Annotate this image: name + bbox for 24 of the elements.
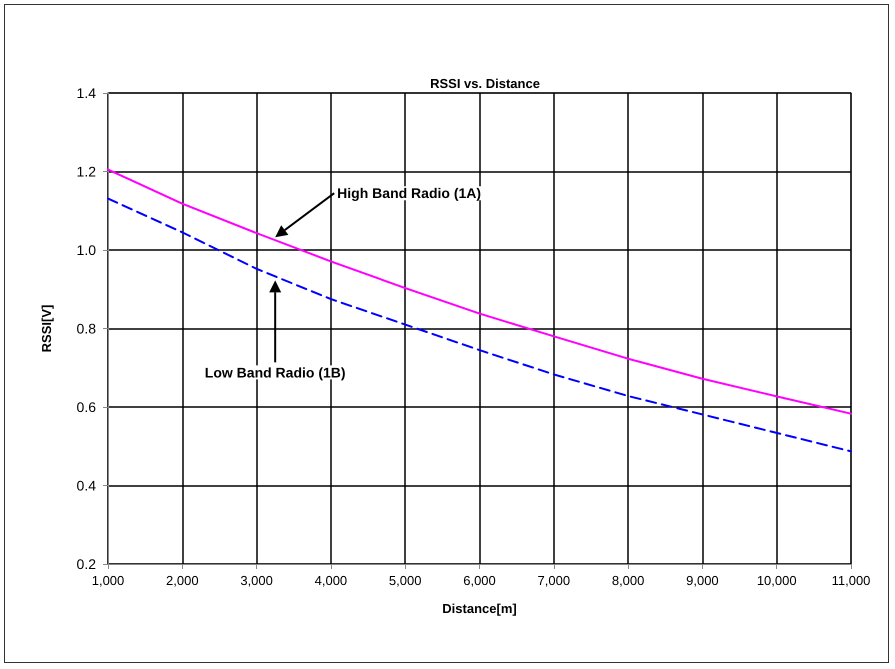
y-tick-label: 0.6: [76, 399, 96, 415]
y-tick-label: 0.8: [76, 320, 96, 336]
y-axis-title: RSSI[V]: [39, 304, 54, 352]
line-series: [107, 168, 852, 415]
y-tick-label: 1.0: [76, 242, 96, 258]
annotation: Low Band Radio (1B): [204, 364, 346, 380]
x-tick-label: 5,000: [388, 573, 422, 588]
x-tick-label: 8,000: [612, 573, 644, 588]
y-tick-label: 0.4: [76, 478, 96, 494]
x-tick-label: 10,000: [756, 573, 797, 588]
annotation: High Band Radio (1A): [337, 185, 482, 202]
x-tick-label: 11,000: [832, 573, 870, 588]
x-tick-label: 4,000: [314, 573, 348, 588]
chart-title: RSSI vs. Distance: [430, 76, 540, 91]
y-tick-label: 1.4: [76, 85, 96, 101]
x-axis-title: Distance[m]: [442, 601, 517, 616]
x-tick-label: 2,000: [166, 573, 199, 588]
x-tick-label: 6,000: [463, 573, 496, 588]
x-tick-label: 7,000: [538, 573, 570, 588]
x-tick-label: 9,000: [686, 573, 719, 588]
x-tick-label: 1,000: [92, 573, 124, 588]
y-tick-label: 0.2: [76, 556, 96, 572]
y-tick-label: 1.2: [76, 164, 96, 180]
x-tick-label: 3,000: [240, 573, 273, 588]
